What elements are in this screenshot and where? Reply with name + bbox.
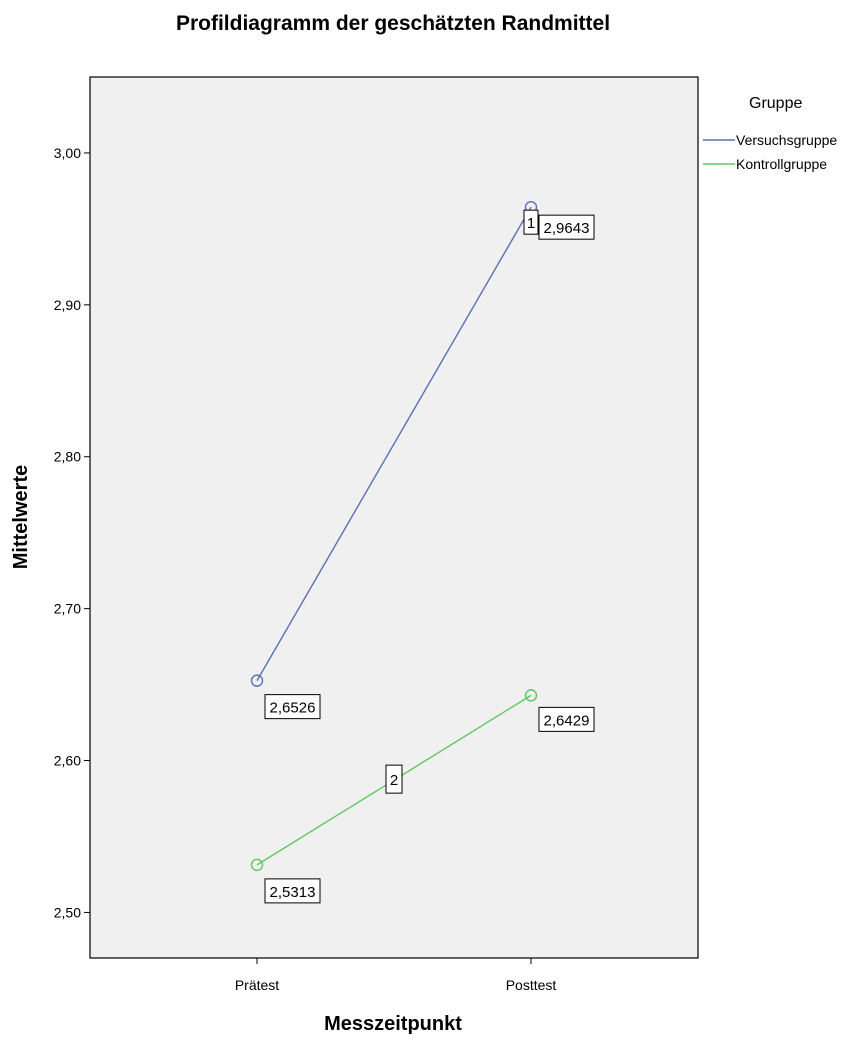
data-point — [250, 674, 264, 687]
y-axis: 2,50 2,60 2,70 2,80 2,90 3,00 — [54, 145, 90, 920]
plot-area — [89, 76, 699, 959]
y-tick-label: 2,60 — [54, 753, 81, 769]
chart-title: Profildiagramm der geschätzten Randmitte… — [176, 12, 610, 35]
data-label: 2,6429 — [544, 712, 590, 729]
x-tick-label: Posttest — [506, 977, 557, 993]
data-label: 2,5313 — [270, 884, 316, 901]
legend: Versuchsgruppe Kontrollgruppe — [703, 132, 837, 172]
data-label: 2,6526 — [270, 700, 316, 717]
line-id-label: 1 — [527, 215, 535, 232]
data-label-box — [538, 214, 595, 240]
y-tick-label: 3,00 — [54, 145, 81, 161]
data-label-box — [264, 694, 321, 720]
data-point — [524, 689, 538, 702]
legend-title: Gruppe — [749, 95, 802, 112]
line-id-box — [385, 764, 403, 794]
x-axis: Prätest Posttest — [235, 958, 557, 993]
data-label-box — [264, 878, 321, 904]
y-tick-label: 2,90 — [54, 297, 81, 313]
line-id-box — [523, 209, 539, 235]
labels-layer: 2,6526 2,9643 2,5313 2,6429 1 2 — [264, 209, 595, 904]
y-tick-label: 2,50 — [54, 904, 81, 920]
data-point — [250, 858, 264, 872]
y-axis-title: Mittelwerte — [10, 465, 32, 569]
x-axis-title: Messzeitpunkt — [324, 1013, 462, 1035]
legend-label: Kontrollgruppe — [736, 156, 827, 172]
line-id-label: 2 — [390, 772, 398, 789]
data-label-box — [538, 706, 595, 732]
series-line-1 — [256, 206, 532, 681]
y-tick-label: 2,80 — [54, 449, 81, 465]
x-tick-label: Prätest — [235, 977, 279, 993]
data-label: 2,9643 — [544, 220, 590, 237]
y-tick-label: 2,70 — [54, 601, 81, 617]
legend-label: Versuchsgruppe — [736, 132, 837, 148]
